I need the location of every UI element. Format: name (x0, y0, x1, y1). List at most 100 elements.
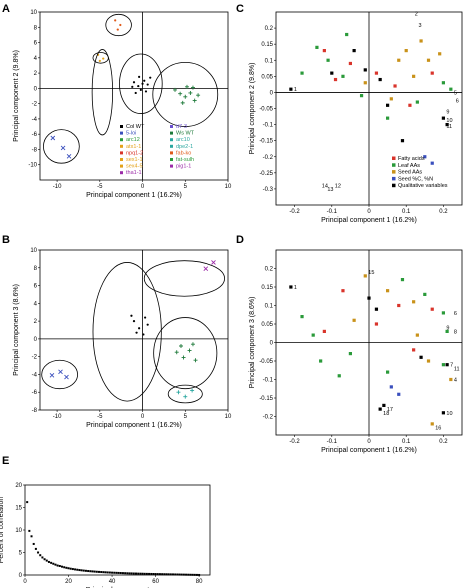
data-point (430, 161, 434, 165)
data-point (374, 71, 379, 75)
data-point (289, 285, 293, 289)
data-point (300, 71, 304, 75)
y-tick-label: 4 (34, 56, 38, 62)
data-point (64, 374, 69, 380)
group-ellipse (41, 359, 78, 390)
data-point (393, 84, 397, 88)
panel-a-label: A (2, 3, 10, 15)
data-point (363, 68, 367, 72)
legend-marker (170, 144, 173, 148)
plot-frame (39, 11, 229, 181)
data-point (412, 348, 416, 352)
data-point (193, 573, 196, 576)
legend-label: atx1-1 (126, 144, 141, 150)
data-point (58, 565, 61, 567)
data-point (441, 311, 445, 315)
legend-marker (392, 163, 396, 167)
legend-label: 5-loi (126, 131, 136, 137)
data-point (386, 289, 390, 293)
data-point (419, 39, 423, 43)
data-point (32, 542, 35, 545)
point-annotation: 15 (368, 270, 374, 276)
data-point (386, 103, 390, 107)
data-point (441, 116, 445, 120)
legend-marker (120, 164, 123, 168)
data-point (367, 296, 371, 300)
data-point (378, 77, 382, 82)
data-point (337, 374, 341, 378)
data-point (363, 81, 367, 85)
y-tick-label: 0.15 (261, 285, 273, 291)
data-point (26, 501, 29, 504)
data-point (146, 83, 149, 86)
data-point (430, 307, 434, 311)
legend-label: Seed AAs (398, 170, 422, 176)
panel-d-label: D (236, 234, 244, 246)
point-annotation: 12 (335, 184, 341, 190)
data-point (98, 570, 100, 573)
y-tick-label: 10 (30, 10, 37, 16)
data-point (445, 122, 449, 127)
panel-b-label: B (2, 234, 10, 246)
data-point (152, 573, 155, 576)
data-point (169, 573, 172, 576)
group-ellipse (105, 13, 132, 37)
data-point (141, 82, 144, 85)
data-point (84, 569, 87, 572)
x-tick-label: -5 (97, 184, 103, 190)
x-tick-label: 0 (367, 209, 371, 215)
data-point (111, 571, 114, 574)
y-tick-label: 10 (30, 248, 37, 254)
data-point (135, 572, 137, 575)
y-tick-label: 0 (270, 341, 274, 347)
legend-label: arc12 (126, 137, 140, 143)
data-point (326, 58, 330, 62)
data-point (378, 407, 382, 411)
data-point (119, 572, 122, 575)
data-point (382, 403, 386, 407)
data-point (426, 359, 431, 363)
data-point (143, 572, 146, 575)
data-point (300, 315, 304, 319)
data-point (134, 91, 137, 95)
group-ellipse (91, 49, 114, 136)
data-point (54, 563, 57, 566)
data-point (192, 98, 197, 103)
x-tick-label: 0 (141, 414, 145, 420)
data-point (65, 566, 68, 569)
point-annotation: 10 (446, 118, 452, 124)
legend-label: sex4-5 (126, 164, 143, 170)
point-annotation: 7 (450, 363, 453, 369)
data-point (412, 74, 416, 78)
data-point (67, 567, 70, 570)
x-tick-label: 80 (196, 579, 203, 585)
data-point (188, 90, 193, 95)
data-point (141, 572, 144, 575)
data-point (184, 84, 189, 89)
x-tick-label: 10 (225, 184, 232, 190)
y-tick-label: -4 (32, 372, 38, 378)
data-point (117, 571, 120, 574)
y-tick-label: -2 (32, 102, 38, 108)
data-point (163, 573, 166, 576)
point-annotation: 2 (415, 12, 418, 18)
data-point (34, 547, 37, 550)
legend-label: tt7-3 (176, 124, 187, 130)
x-tick-label: -0.1 (327, 209, 338, 215)
y-tick-label: 2 (34, 71, 38, 77)
y-tick-label: 0 (270, 90, 274, 96)
data-point (106, 571, 109, 574)
data-point (139, 572, 142, 575)
data-point (130, 314, 133, 317)
data-point (193, 358, 198, 363)
chart-panel-b: -10 -5 0 5 10 10 8 6 4 2 0 -2 -4 -6 -8 Principal compon… (13, 248, 232, 429)
x-axis-label: Principal component 1 (16.2%) (321, 217, 417, 224)
data-point (389, 385, 393, 389)
data-point (187, 573, 190, 576)
data-point (341, 289, 345, 293)
legend-label: fat-sulh (176, 157, 194, 163)
data-point (95, 570, 98, 573)
data-point (116, 28, 119, 31)
y-tick-label: -0.1 (263, 123, 274, 129)
y-tick-label: -0.25 (259, 171, 273, 177)
